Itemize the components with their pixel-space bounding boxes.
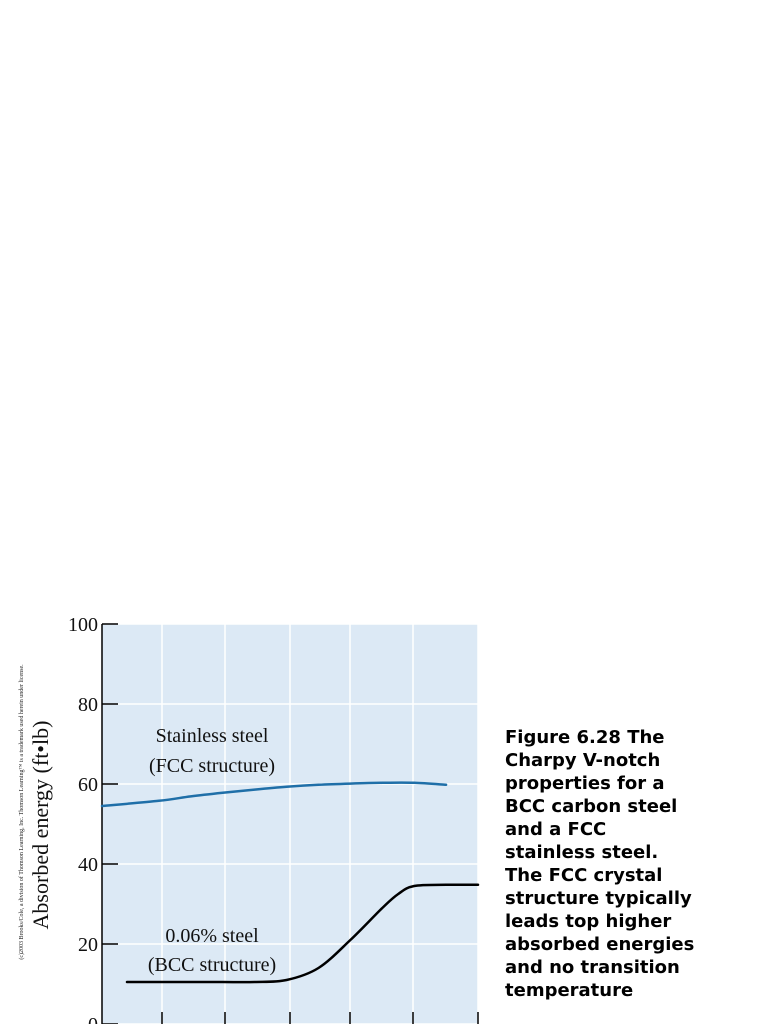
caption-line-2: properties for a	[505, 773, 665, 794]
figure-caption: Figure 6.28 The Charpy V-notch properties …	[505, 726, 745, 1002]
caption-line-11: temperature	[505, 980, 634, 1001]
y-tick-label-3: 60	[78, 774, 98, 796]
series-line-0	[100, 781, 448, 808]
caption-line-6: The FCC crystal	[505, 865, 663, 886]
series-label-bcc-line2: (BCC structure)	[148, 954, 276, 976]
caption-line-4: and a FCC	[505, 819, 607, 840]
caption-line-0: Figure 6.28 The	[505, 727, 665, 748]
axes: 0 20 40 60 80 100	[68, 614, 479, 1024]
series-label-stainless-line2: (FCC structure)	[149, 755, 275, 777]
caption-line-7: structure typically	[505, 888, 692, 909]
y-tick-label-1: 20	[78, 934, 98, 956]
series-line-1	[125, 883, 480, 984]
y-tick-label-5: 100	[68, 614, 98, 636]
caption-line-9: absorbed energies	[505, 934, 695, 955]
grid	[102, 623, 479, 1024]
caption-line-5: stainless steel.	[505, 842, 659, 863]
series-label-stainless-line1: Stainless steel	[156, 725, 269, 747]
caption-line-3: BCC carbon steel	[505, 796, 678, 817]
caption-line-8: leads top higher	[505, 911, 672, 932]
y-axis-label: Absorbed energy (ft•lb)	[28, 721, 53, 930]
caption-line-10: and no transition	[505, 957, 680, 978]
copyright-notice: (c)2003 Brooks/Cole, a division of Thoms…	[18, 664, 25, 960]
y-tick-label-2: 40	[78, 854, 98, 876]
y-tick-label-4: 80	[78, 694, 98, 716]
caption-line-1: Charpy V-notch	[505, 750, 661, 771]
series-label-bcc-line1: 0.06% steel	[165, 925, 259, 947]
y-tick-label-0: 0	[88, 1014, 98, 1024]
series-layer	[100, 781, 480, 984]
